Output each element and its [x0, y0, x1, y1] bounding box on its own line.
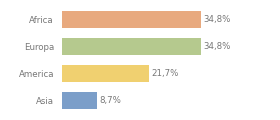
Text: 34,8%: 34,8%: [204, 15, 231, 24]
Text: 34,8%: 34,8%: [204, 42, 231, 51]
Text: 21,7%: 21,7%: [151, 69, 179, 78]
Text: 8,7%: 8,7%: [99, 96, 121, 105]
Bar: [62, 92, 97, 109]
Bar: [62, 11, 201, 28]
Bar: [62, 65, 149, 82]
Bar: [62, 38, 201, 55]
